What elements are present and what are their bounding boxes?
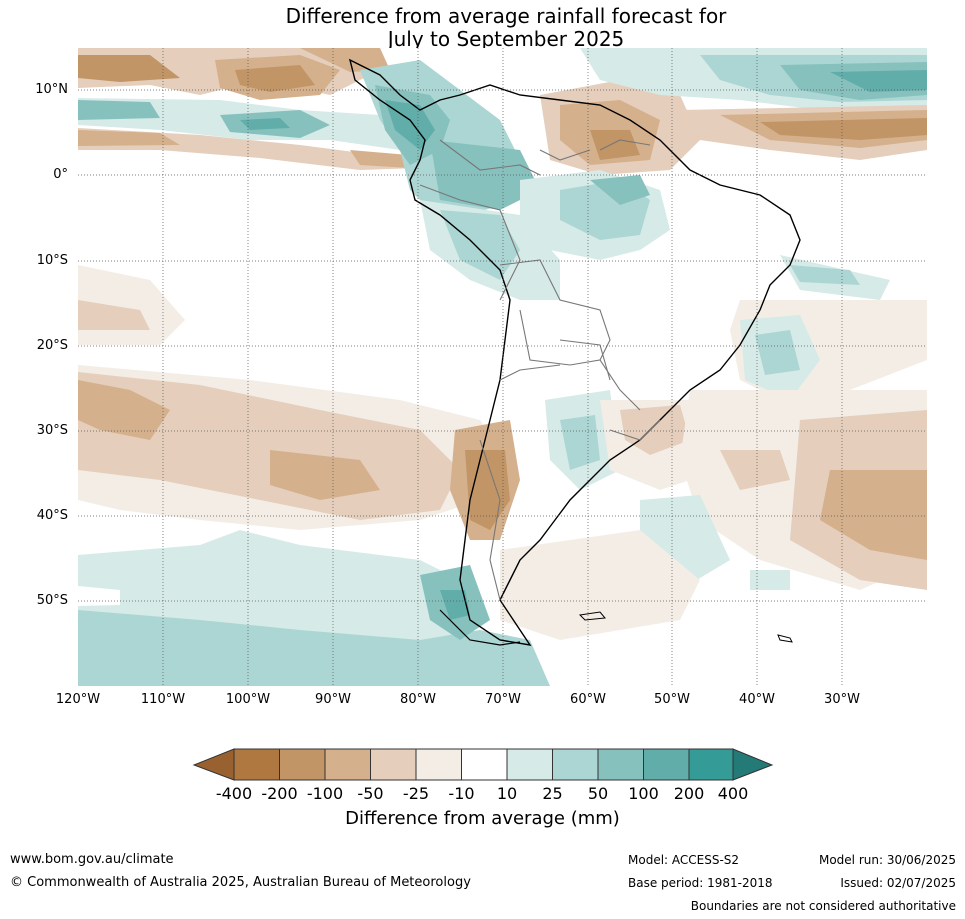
colorbar-label: -200 xyxy=(261,784,298,803)
lon-label-80w: 80°W xyxy=(400,692,436,707)
colorbar-label: -25 xyxy=(402,784,430,803)
lon-label-110w: 110°W xyxy=(140,692,186,707)
colorbar-label: -10 xyxy=(448,784,475,803)
lon-label-50w: 50°W xyxy=(654,692,690,707)
map-title-line1: Difference from average rainfall forecas… xyxy=(285,4,727,28)
colorbar-label: 50 xyxy=(587,784,609,803)
colorbar-label: 10 xyxy=(496,784,518,803)
footer-issued: Issued: 02/07/2025 xyxy=(840,876,956,890)
colorbar-label: -50 xyxy=(357,784,384,803)
colorbar xyxy=(192,748,774,781)
footer-base-period: Base period: 1981-2018 xyxy=(628,876,773,890)
footer-copyright: © Commonwealth of Australia 2025, Austra… xyxy=(10,875,471,890)
gridlines xyxy=(78,48,927,686)
lon-label-70w: 70°W xyxy=(485,692,521,707)
colorbar-label: -100 xyxy=(306,784,344,803)
colorbar-label: 200 xyxy=(673,784,705,803)
colorbar-label: 25 xyxy=(542,784,563,803)
lon-label-40w: 40°W xyxy=(739,692,775,707)
footer-model: Model: ACCESS-S2 xyxy=(628,853,740,867)
lon-label-120w: 120°W xyxy=(55,692,101,707)
colorbar-label: 400 xyxy=(717,784,749,803)
footer-model-run: Model run: 30/06/2025 xyxy=(818,853,956,867)
lon-label-60w: 60°W xyxy=(570,692,606,707)
colorbar-label: -400 xyxy=(215,784,253,803)
lon-label-30w: 30°W xyxy=(824,692,860,707)
map-title-line2: July to September 2025 xyxy=(387,27,625,51)
rainfall-anomaly-field xyxy=(78,48,927,686)
lon-label-90w: 90°W xyxy=(315,692,351,707)
lat-label-20s: 20°S xyxy=(36,338,68,353)
colorbar-label: 100 xyxy=(628,784,659,803)
lat-label-0: 0° xyxy=(53,167,68,182)
lat-label-30s: 30°S xyxy=(36,423,68,438)
lon-label-100w: 100°W xyxy=(225,692,271,707)
footer-url: www.bom.gov.au/climate xyxy=(10,852,174,867)
lat-label-10n: 10°N xyxy=(35,82,68,97)
lat-label-50s: 50°S xyxy=(36,593,68,608)
coastlines xyxy=(348,58,801,646)
colorbar-title: Difference from average (mm) xyxy=(345,808,620,829)
lat-label-40s: 40°S xyxy=(36,508,68,523)
country-borders xyxy=(419,139,661,601)
footer-disclaimer: Boundaries are not considered authoritat… xyxy=(690,899,956,913)
lat-label-10s: 10°S xyxy=(36,253,68,268)
